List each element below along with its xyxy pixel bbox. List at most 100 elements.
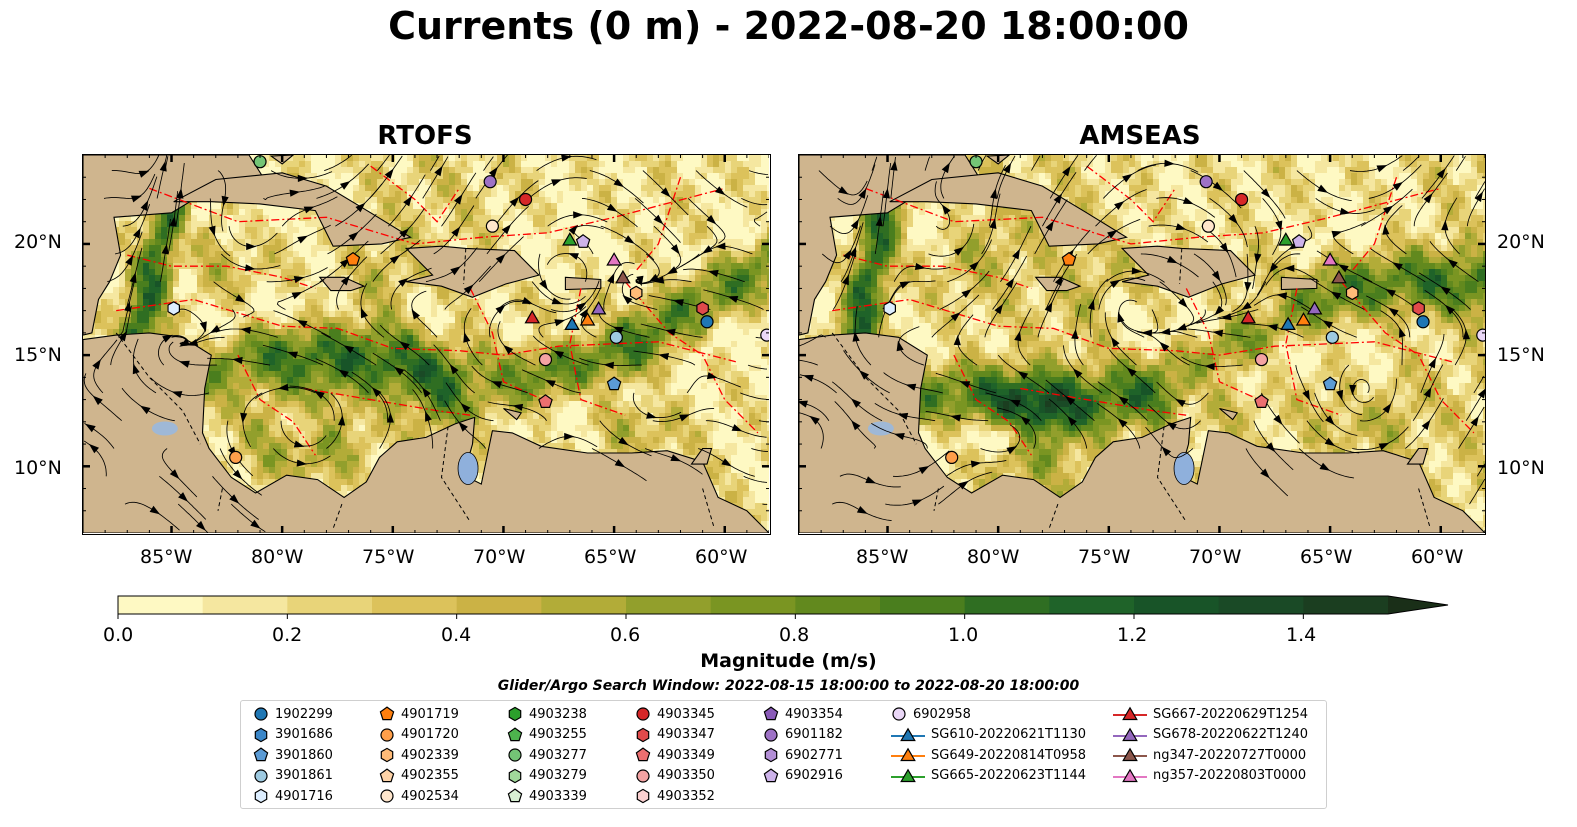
colorbar-tick-label: 1.0 (948, 624, 979, 646)
colorbar-segment (202, 596, 288, 614)
legend-label: 6902916 (785, 768, 843, 783)
legend-entry: SG665-20220623T1144 (891, 766, 1086, 786)
search-window-text: Glider/Argo Search Window: 2022-08-15 18… (497, 678, 1080, 694)
legend-marker (254, 768, 268, 783)
marker-6901182 (483, 175, 497, 189)
colorbar-tick-label: 0.6 (610, 624, 641, 646)
legend-marker (379, 767, 395, 782)
marker-ng347-20220727T0000 (615, 269, 631, 284)
lon-tick-label: 85°W (140, 546, 193, 568)
lon-tick-label: 65°W (1300, 546, 1353, 568)
colorbar-tick-label: 0.8 (779, 624, 810, 646)
glider-argo-markers (883, 155, 1485, 464)
legend-marker-icon (379, 706, 395, 721)
legend-marker (380, 727, 394, 742)
lon-tick-label: 85°W (856, 546, 909, 568)
legend-label: 4903255 (529, 727, 587, 742)
colorbar-segment (1303, 596, 1389, 614)
legend-entry: 3901686 (253, 725, 333, 745)
legend-entry: 4902339 (379, 745, 459, 765)
legend-label: SG649-20220814T0958 (931, 747, 1087, 763)
land (83, 155, 770, 534)
legend-entry: SG610-20220621T1130 (891, 725, 1086, 745)
legend-marker-icon (1113, 768, 1147, 782)
legend-label: SG610-20220621T1130 (931, 727, 1087, 742)
lon-tick-label: 75°W (1078, 546, 1131, 568)
legend-marker-icon (892, 707, 906, 721)
legend-label: 4902355 (401, 768, 459, 783)
lat-tick-label: 15°N (1497, 344, 1545, 366)
legend-marker-icon (507, 788, 523, 803)
map-panel-amseas[interactable] (798, 154, 1486, 535)
legend-label: 1902299 (275, 706, 333, 722)
legend-marker (900, 727, 916, 741)
legend-label: 3901861 (275, 768, 333, 783)
marker-4901716 (883, 301, 897, 316)
lon-tick-label: 75°W (362, 546, 415, 568)
streamlines (799, 155, 1485, 522)
marker-3901860 (606, 376, 622, 391)
marker-4903350 (1254, 352, 1269, 367)
legend-entry: SG649-20220814T0958 (891, 745, 1086, 765)
legend-marker-icon (254, 707, 268, 721)
legend-marker-icon (1113, 706, 1147, 721)
legend-entry: 4903354 (763, 704, 843, 724)
legend-marker (636, 707, 650, 721)
figure-title: Currents (0 m) - 2022-08-20 18:00:00 (388, 4, 1189, 48)
legend-label: 4903238 (529, 706, 587, 722)
legend-label: 4903350 (657, 768, 715, 783)
legend-entry: 4903350 (635, 766, 715, 786)
marker-4903350 (538, 352, 553, 367)
legend-marker (1122, 727, 1138, 741)
lon-tick-label: 70°W (473, 546, 526, 568)
legend-entry: 4903279 (507, 766, 587, 786)
marker-4902534 (485, 219, 499, 233)
colorbar-segment (1134, 596, 1220, 614)
legend-marker (508, 748, 522, 762)
legend-marker (1122, 706, 1138, 721)
marker-6902958 (1476, 328, 1485, 342)
legend-entry: 6902771 (763, 745, 843, 765)
marker-SG649-20220814T0958 (579, 312, 596, 326)
legend-marker (254, 707, 268, 721)
legend-label: SG667-20220629T1254 (1153, 706, 1309, 722)
lat-tick-label: 20°N (1497, 231, 1545, 253)
lat-tick-label: 20°N (14, 231, 62, 253)
colorbar (117, 595, 1449, 619)
legend-marker-icon (380, 789, 394, 803)
legend-marker (636, 768, 650, 783)
marker-6902916 (1291, 234, 1307, 248)
colorbar-tick-label: 1.4 (1286, 624, 1317, 646)
legend-marker (1122, 768, 1138, 782)
colorbar-label: Magnitude (m/s) (700, 650, 877, 672)
legend-entry: 6902916 (763, 766, 843, 786)
legend-entry: 4903352 (635, 786, 715, 806)
legend-marker (380, 789, 394, 803)
colorbar-segment (1218, 596, 1304, 614)
map-canvas (83, 155, 770, 534)
marker-SG649-20220814T0958 (1295, 312, 1312, 326)
colorbar-segment (541, 596, 627, 614)
marker-6901182 (1199, 175, 1213, 189)
legend-marker (380, 747, 394, 763)
land (799, 155, 1485, 534)
legend-label: 6902771 (785, 747, 843, 763)
colorbar-segment (1049, 596, 1135, 614)
marker-4903349 (538, 394, 553, 408)
legend-marker (507, 726, 523, 741)
legend-marker (508, 768, 522, 783)
lon-tick-label: 60°W (1411, 546, 1464, 568)
legend-label: 3901686 (275, 727, 333, 742)
legend-marker (900, 747, 916, 762)
legend-marker (254, 788, 268, 804)
map-panel-rtofs[interactable] (82, 154, 771, 535)
colorbar-segment (626, 596, 712, 614)
marker-4903347 (1412, 301, 1425, 316)
marker-4901719 (1061, 251, 1077, 266)
colorbar-segment (118, 596, 204, 614)
legend-marker-icon (379, 767, 395, 782)
legend-marker (763, 706, 779, 721)
legend-entry: ng357-20220803T0000 (1113, 766, 1306, 786)
marker-SG665-20220623T1144 (562, 232, 578, 246)
legend-label: 4903349 (657, 747, 715, 763)
